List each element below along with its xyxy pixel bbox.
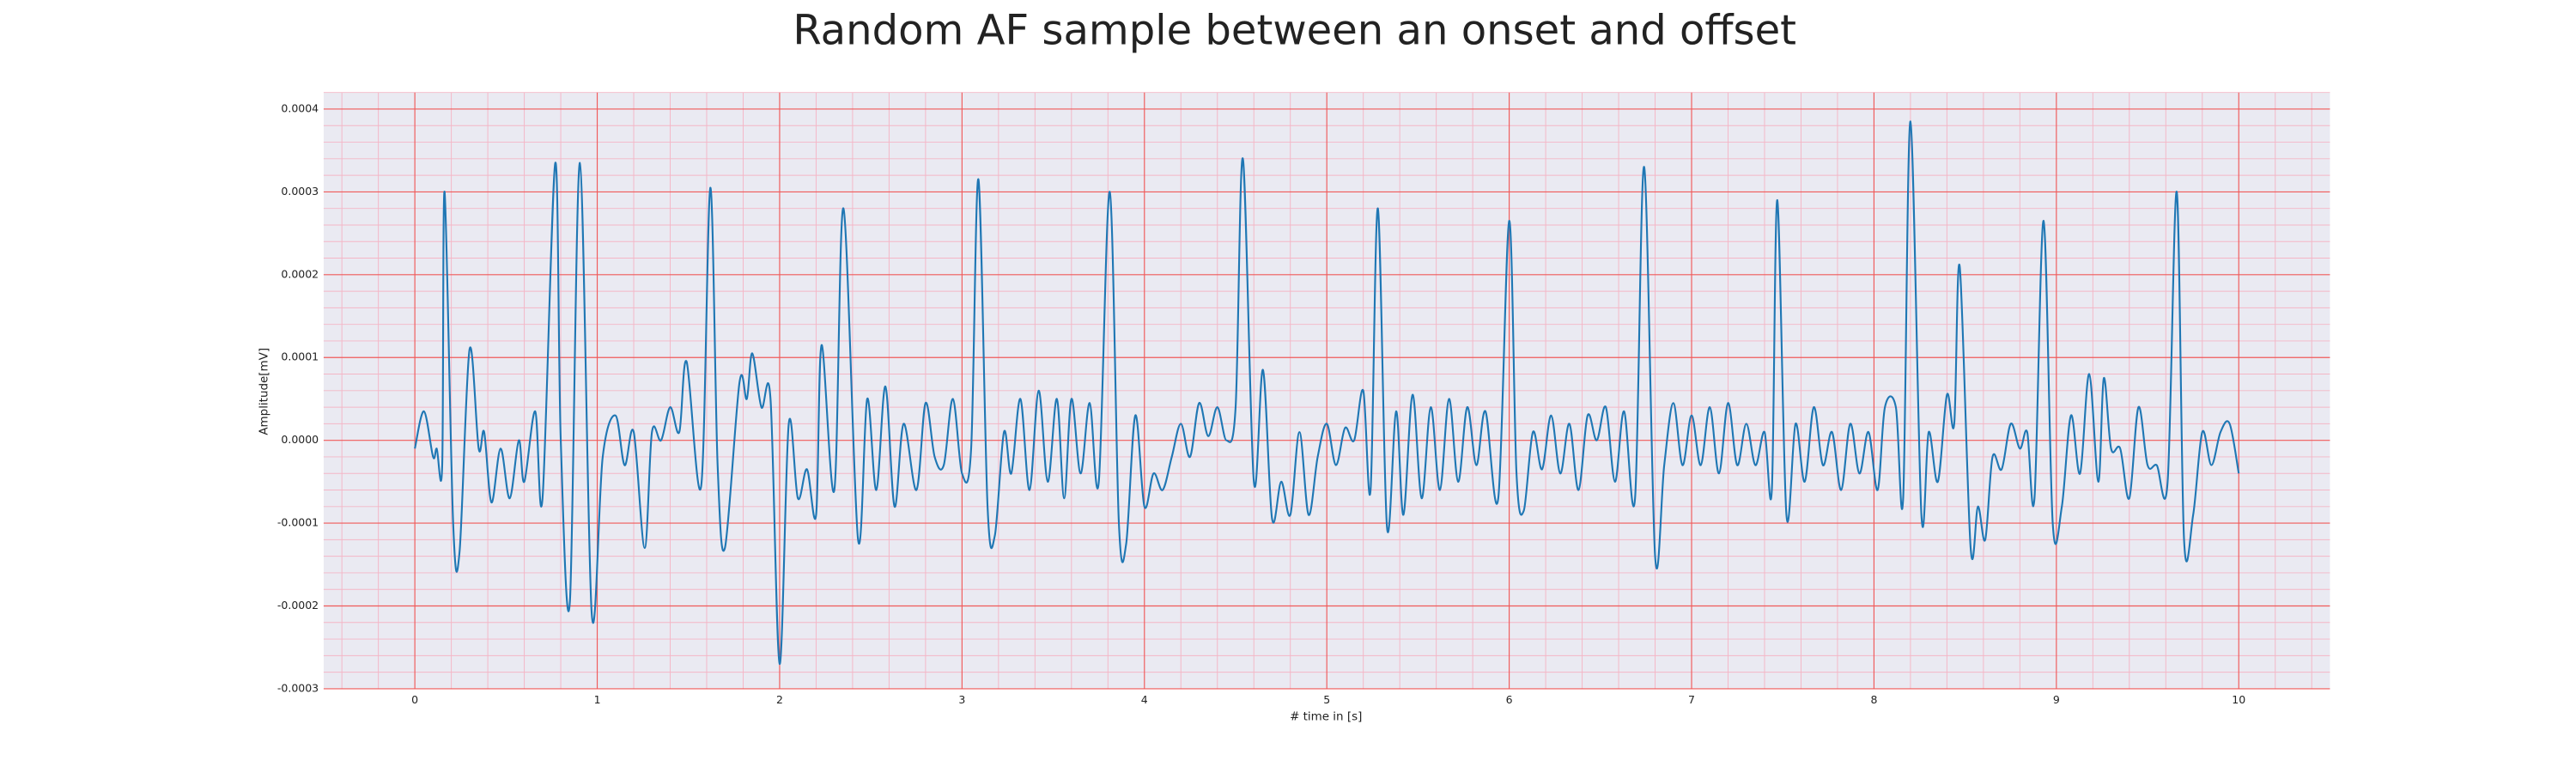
x-tick-label: 2: [776, 693, 783, 706]
x-tick-label: 10: [2232, 693, 2245, 706]
x-tick-label: 4: [1141, 693, 1148, 706]
x-tick-label: 3: [958, 693, 965, 706]
signal-line: [414, 120, 2240, 666]
x-tick-label: 5: [1323, 693, 1330, 706]
y-tick-label: 0.0000: [281, 433, 319, 446]
chart-title: Random AF sample between an onset and of…: [793, 6, 1796, 54]
y-tick-label: 0.0002: [281, 267, 319, 280]
grid: [323, 92, 2330, 690]
x-tick-label: 7: [1688, 693, 1695, 706]
x-tick-label: 8: [1870, 693, 1877, 706]
y-axis-label: Amplitude[mV]: [258, 348, 271, 435]
y-tick-label: 0.0003: [281, 185, 319, 198]
x-tick-label: 9: [2053, 693, 2060, 706]
marks: [414, 120, 2240, 666]
y-tick-label: 0.0004: [281, 101, 319, 114]
x-tick-label: 1: [594, 693, 601, 706]
x-tick-label: 6: [1506, 693, 1513, 706]
y-tick-label: -0.0002: [277, 599, 319, 612]
x-tick-label: 0: [411, 693, 418, 706]
y-tick-label: -0.0003: [277, 681, 319, 694]
y-tick-label: 0.0001: [281, 350, 319, 363]
x-axis-label: # time in [s]: [1290, 711, 1362, 724]
y-tick-label: -0.0001: [277, 516, 319, 529]
